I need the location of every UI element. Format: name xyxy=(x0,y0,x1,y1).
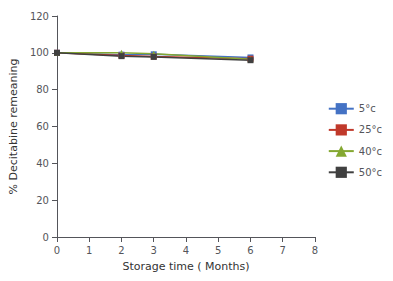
svg-text:25°c: 25°c xyxy=(359,124,382,135)
svg-text:1: 1 xyxy=(86,245,92,256)
svg-text:40°c: 40°c xyxy=(359,146,382,157)
svg-text:7: 7 xyxy=(280,245,286,256)
svg-text:5°c: 5°c xyxy=(359,103,376,114)
svg-text:20: 20 xyxy=(36,195,49,206)
svg-text:120: 120 xyxy=(30,11,49,22)
svg-text:6: 6 xyxy=(247,245,253,256)
svg-text:8: 8 xyxy=(312,245,318,256)
svg-text:3: 3 xyxy=(151,245,157,256)
svg-text:Storage time ( Months): Storage time ( Months) xyxy=(122,260,249,273)
svg-text:50°c: 50°c xyxy=(359,167,382,178)
svg-text:% Decitabine remeaning: % Decitabine remeaning xyxy=(7,59,20,195)
svg-text:4: 4 xyxy=(183,245,189,256)
svg-text:2: 2 xyxy=(118,245,124,256)
svg-text:0: 0 xyxy=(54,245,60,256)
svg-text:60: 60 xyxy=(36,121,49,132)
svg-text:40: 40 xyxy=(36,158,49,169)
svg-text:100: 100 xyxy=(30,47,49,58)
svg-text:0: 0 xyxy=(43,232,49,243)
svg-text:5: 5 xyxy=(215,245,221,256)
svg-text:80: 80 xyxy=(36,84,49,95)
